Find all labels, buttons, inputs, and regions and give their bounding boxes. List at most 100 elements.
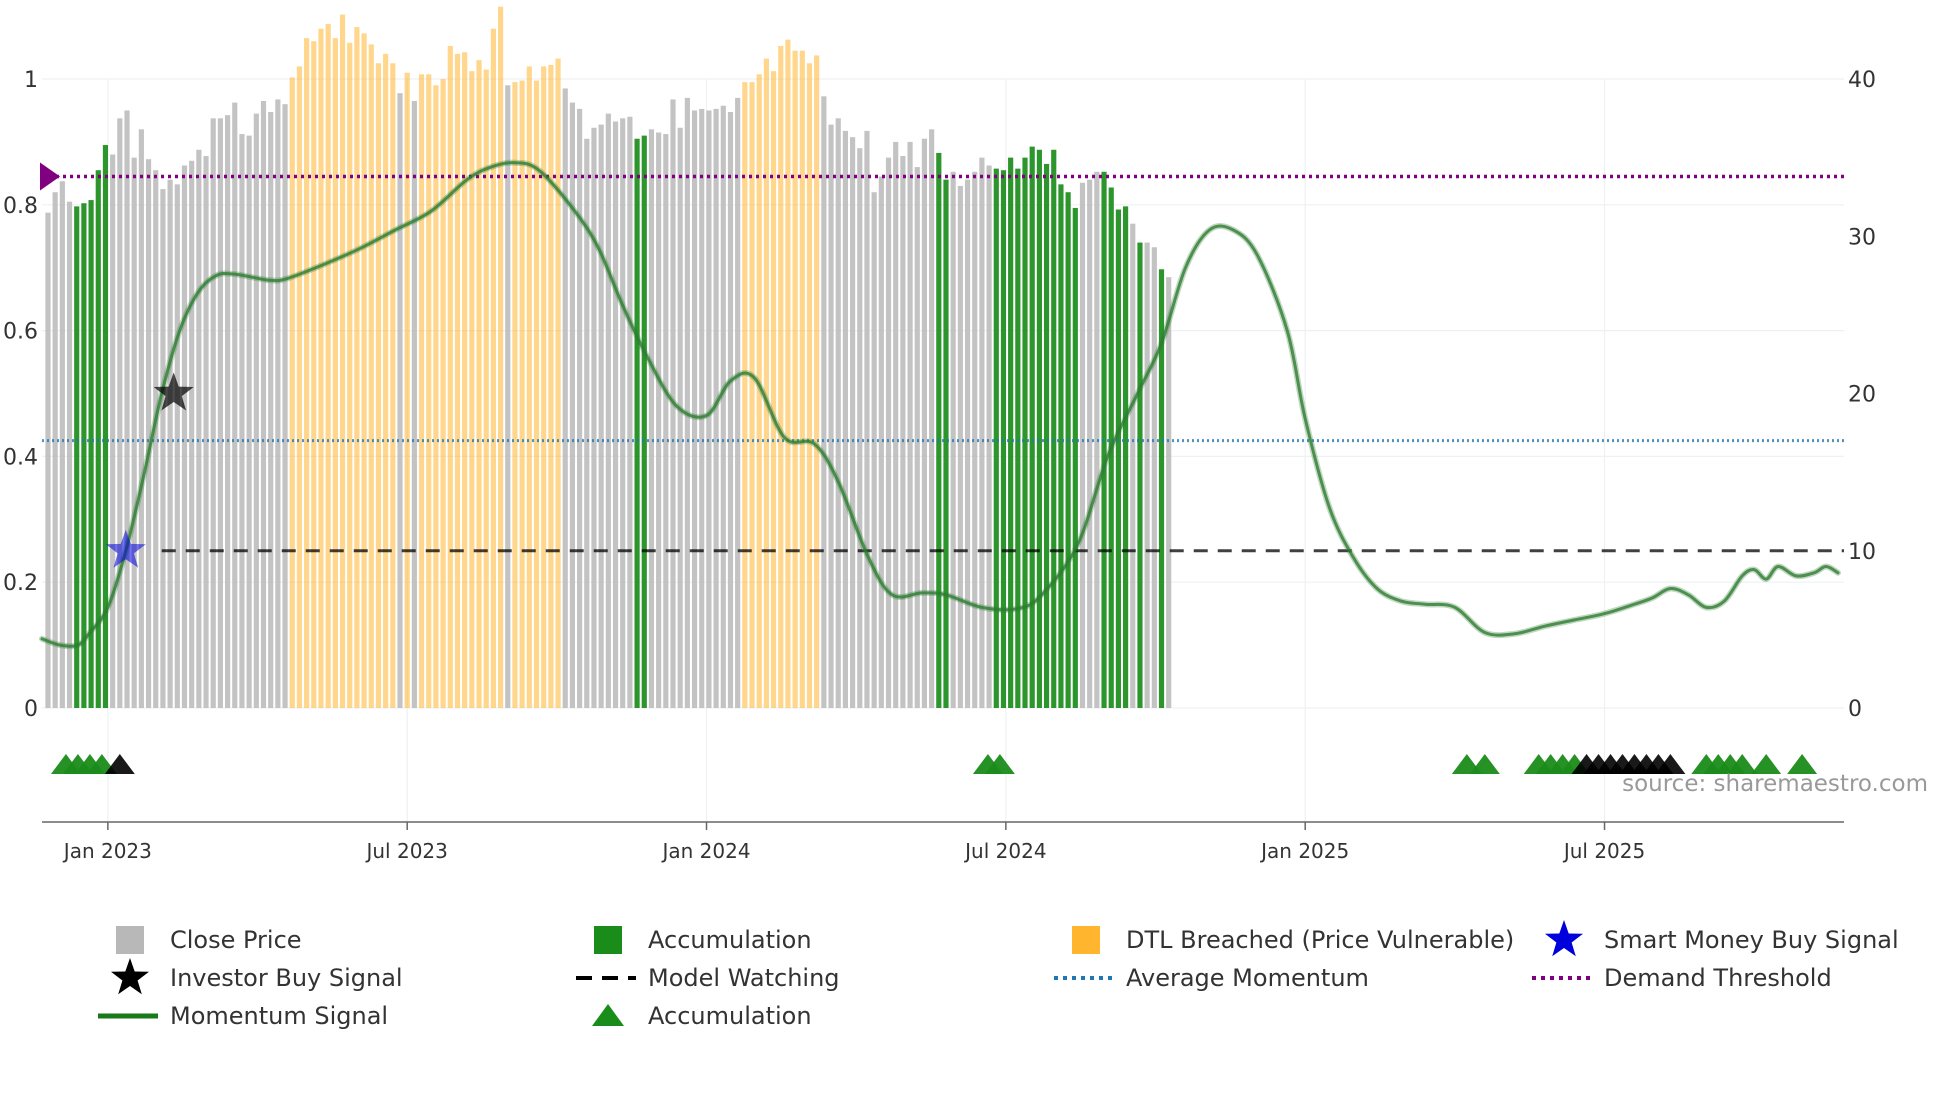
price-bar [1008, 157, 1014, 709]
price-bar [1051, 149, 1057, 708]
price-bar [181, 165, 188, 709]
price-bar [533, 80, 540, 708]
price-bar [95, 170, 101, 708]
x-tick-label: Jan 2024 [660, 839, 750, 863]
legend-star-blue-icon [1545, 920, 1583, 957]
price-bar [663, 134, 669, 709]
price-bar [110, 154, 116, 709]
price-bar [102, 145, 109, 709]
price-bar [699, 108, 705, 708]
price-bar [397, 93, 403, 708]
price-bar [957, 185, 963, 708]
price-bar [656, 132, 662, 709]
price-bar [476, 60, 482, 708]
price-bar [641, 135, 647, 709]
price-bar [505, 85, 511, 709]
accumulation-marker-triangle [984, 754, 1015, 774]
y-right-tick-label: 30 [1848, 225, 1876, 250]
price-bar [691, 110, 698, 708]
price-bar [210, 118, 216, 708]
price-bar [1123, 206, 1129, 708]
accumulation-marker-triangle [1787, 754, 1818, 774]
legend-label: Momentum Signal [170, 1002, 388, 1030]
price-bar [850, 137, 856, 708]
price-bar [706, 110, 712, 708]
price-bar [246, 135, 252, 709]
accumulation-marker-triangle [104, 754, 135, 774]
price-bar [469, 71, 475, 708]
price-bar [871, 192, 877, 709]
price-bar [1015, 168, 1021, 708]
investor-buy-signal-star [153, 372, 194, 411]
x-tick-label: Jul 2023 [364, 839, 447, 863]
legend-item: Demand Threshold [1532, 964, 1832, 992]
price-bar [225, 115, 231, 709]
price-bar [1137, 242, 1143, 709]
price-bar [52, 192, 58, 709]
price-bar [45, 212, 51, 708]
price-bar [555, 58, 561, 709]
axes-layer: Jan 2023 Jul 2023 Jan 2024 Jul 2024 Jan 2025… [3, 68, 1876, 863]
price-bar [1087, 179, 1093, 708]
legend-item: Smart Money Buy Signal [1545, 920, 1899, 957]
legend-label: Smart Money Buy Signal [1604, 926, 1899, 954]
price-bar [304, 38, 310, 709]
price-bar [131, 157, 137, 709]
price-bar [282, 104, 288, 708]
price-bar [900, 156, 906, 709]
x-tick-label: Jul 2025 [1562, 839, 1645, 863]
momentum-signal-line [40, 161, 1840, 648]
price-bar [318, 28, 324, 709]
price-bar [684, 97, 690, 709]
legend-item: Model Watching [576, 964, 840, 992]
legend-triangle-green-icon [592, 1004, 624, 1026]
price-bar [627, 116, 633, 709]
legend-item: DTL Breached (Price Vulnerable) [1072, 926, 1514, 954]
price-bar [756, 74, 762, 708]
price-bar [454, 53, 461, 708]
price-bar [440, 79, 446, 708]
price-bar [598, 124, 604, 709]
price-bar [562, 88, 568, 708]
price-bar [433, 85, 439, 709]
price-bar [74, 206, 80, 708]
price-bar [81, 203, 87, 709]
price-bar [763, 58, 769, 709]
price-bar [936, 152, 942, 708]
y-right-tick-label: 10 [1848, 540, 1876, 565]
price-bar [677, 127, 683, 708]
price-bar [1158, 269, 1165, 708]
price-bar [577, 108, 583, 708]
price-bar [806, 63, 813, 708]
legend-label: Accumulation [648, 926, 812, 954]
price-bar [1166, 277, 1172, 708]
price-bar [605, 113, 611, 709]
price-bar [857, 148, 863, 708]
price-bar [217, 118, 223, 708]
price-bar [253, 113, 259, 709]
price-bar [742, 82, 748, 708]
demand-threshold-marker [40, 162, 60, 191]
price-bar [145, 159, 152, 708]
legend-swatch-green [594, 926, 622, 954]
price-bar [864, 130, 870, 708]
legend-label: Investor Buy Signal [170, 964, 403, 992]
price-bar [361, 33, 367, 708]
price-bar [1058, 184, 1064, 709]
price-bar [339, 14, 346, 708]
price-bar [1072, 207, 1078, 708]
legend-swatch-gray [116, 926, 144, 954]
y-left-tick-label: 0.2 [3, 571, 38, 596]
legend-item: Accumulation [594, 926, 812, 954]
price-bar [411, 101, 417, 708]
price-bar [1036, 149, 1042, 708]
price-bar [620, 118, 626, 708]
y-left-tick-label: 0 [24, 697, 38, 722]
price-bar [196, 149, 202, 708]
price-bar [404, 72, 410, 708]
legend-swatch-orange [1072, 926, 1100, 954]
legend-item: Accumulation [592, 1002, 812, 1030]
price-bar [354, 27, 360, 709]
price-bar [189, 160, 195, 708]
price-bar [828, 124, 834, 709]
